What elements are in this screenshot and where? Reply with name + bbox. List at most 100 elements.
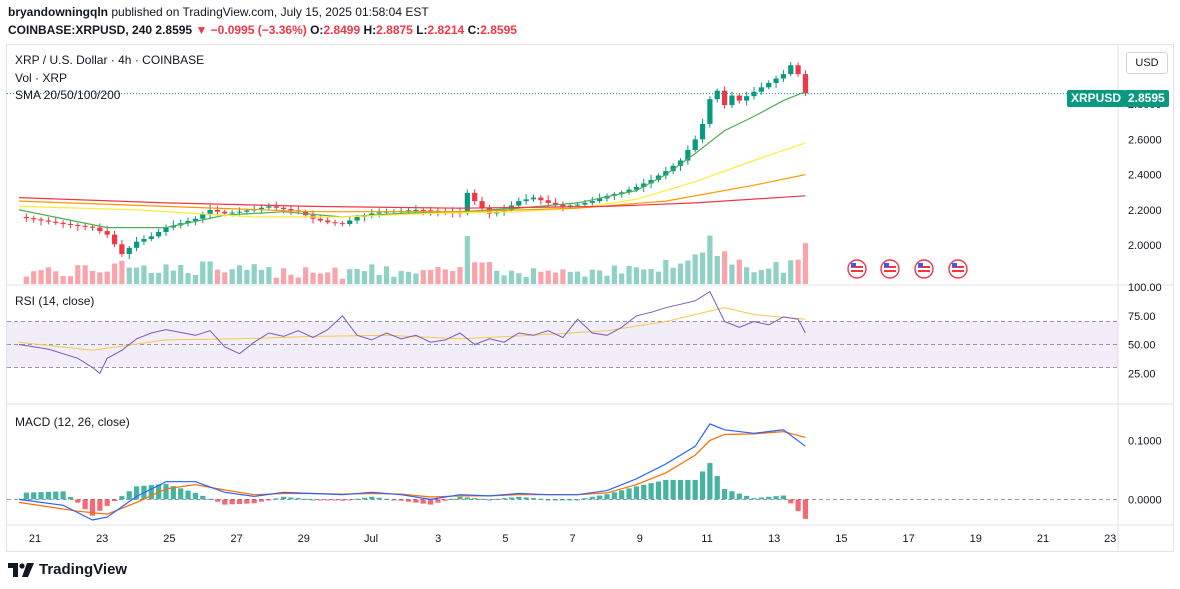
candle[interactable] <box>685 149 691 161</box>
candle[interactable] <box>67 224 74 226</box>
candle[interactable] <box>369 213 375 216</box>
volume-bar <box>178 265 184 284</box>
candle[interactable] <box>104 231 110 235</box>
candle[interactable] <box>229 212 235 214</box>
candle[interactable] <box>582 202 588 205</box>
candle[interactable] <box>339 223 345 225</box>
candle[interactable] <box>266 206 272 208</box>
candle[interactable] <box>641 183 647 187</box>
candle[interactable] <box>648 179 654 184</box>
candle[interactable] <box>207 209 213 215</box>
candle[interactable] <box>758 87 764 92</box>
candle[interactable] <box>281 207 287 210</box>
candle[interactable] <box>780 74 786 79</box>
candle[interactable] <box>464 192 470 214</box>
macd-histogram-bar <box>479 498 485 500</box>
candle[interactable] <box>707 99 713 124</box>
candle[interactable] <box>200 214 206 219</box>
currency-button[interactable]: USD <box>1126 52 1168 74</box>
candle[interactable] <box>655 175 662 180</box>
candle[interactable] <box>428 210 434 212</box>
sma-line <box>18 142 806 218</box>
economic-event-icon[interactable] <box>880 259 900 279</box>
macd-histogram-bar <box>251 499 257 504</box>
candle[interactable] <box>589 201 595 203</box>
candle[interactable] <box>479 201 485 209</box>
candle[interactable] <box>626 189 632 193</box>
macd-histogram-bar <box>273 498 279 500</box>
author-name[interactable]: bryandowningqln <box>8 5 108 19</box>
candle[interactable] <box>670 165 676 172</box>
economic-event-icon[interactable] <box>948 259 968 279</box>
candle[interactable] <box>325 220 331 223</box>
candle[interactable] <box>31 218 37 220</box>
candle[interactable] <box>60 222 66 225</box>
candle[interactable] <box>692 139 698 150</box>
candle[interactable] <box>376 212 382 214</box>
candle[interactable] <box>332 222 338 224</box>
candle[interactable] <box>111 234 118 245</box>
candle[interactable] <box>82 225 88 227</box>
candle[interactable] <box>185 220 191 224</box>
candle[interactable] <box>597 198 603 202</box>
candle[interactable] <box>523 199 529 202</box>
candle[interactable] <box>163 227 169 232</box>
candle[interactable] <box>516 201 522 206</box>
candle[interactable] <box>214 209 221 212</box>
footer-brand[interactable]: TradingView <box>8 561 127 578</box>
candle[interactable] <box>148 236 154 240</box>
candle[interactable] <box>23 216 29 219</box>
macd-histogram-bar <box>266 499 272 501</box>
candle[interactable] <box>45 220 51 222</box>
candle[interactable] <box>134 241 140 248</box>
candle[interactable] <box>141 239 147 242</box>
candle[interactable] <box>288 209 294 211</box>
economic-event-icon[interactable] <box>914 259 934 279</box>
candle[interactable] <box>192 218 198 221</box>
candle[interactable] <box>126 247 132 255</box>
economic-event-icon[interactable] <box>847 259 867 279</box>
candle[interactable] <box>560 204 566 207</box>
candle[interactable] <box>699 123 706 140</box>
candle[interactable] <box>317 218 323 221</box>
candle[interactable] <box>677 160 684 166</box>
candle[interactable] <box>97 227 103 232</box>
candle[interactable] <box>714 90 720 100</box>
candle[interactable] <box>633 186 639 190</box>
candle[interactable] <box>420 209 426 211</box>
candle[interactable] <box>236 211 243 213</box>
candle[interactable] <box>530 197 537 200</box>
candle[interactable] <box>156 231 162 237</box>
chart-frame[interactable] <box>6 44 1174 552</box>
candle[interactable] <box>119 244 125 255</box>
candle[interactable] <box>38 219 44 221</box>
candle[interactable] <box>244 210 250 212</box>
candle[interactable] <box>663 171 669 176</box>
candle[interactable] <box>538 197 544 201</box>
candle[interactable] <box>766 82 772 88</box>
candle[interactable] <box>75 224 81 226</box>
candle[interactable] <box>552 202 559 205</box>
candle[interactable] <box>567 205 573 207</box>
candle[interactable] <box>347 220 353 225</box>
candle[interactable] <box>575 204 581 206</box>
candle[interactable] <box>736 95 742 101</box>
candle[interactable] <box>222 211 228 214</box>
candle[interactable] <box>722 90 728 106</box>
candle[interactable] <box>472 192 478 202</box>
candle[interactable] <box>273 206 279 208</box>
candle[interactable] <box>729 95 735 106</box>
candle[interactable] <box>545 200 551 203</box>
candle[interactable] <box>53 221 59 223</box>
candle[interactable] <box>795 65 801 75</box>
candle[interactable] <box>802 74 809 94</box>
candle[interactable] <box>89 226 96 228</box>
candle[interactable] <box>773 78 779 83</box>
candle[interactable] <box>413 209 419 211</box>
candle[interactable] <box>788 65 794 75</box>
candle[interactable] <box>354 216 360 221</box>
candle[interactable] <box>405 210 412 212</box>
candle[interactable] <box>258 207 265 210</box>
candle[interactable] <box>744 96 750 101</box>
